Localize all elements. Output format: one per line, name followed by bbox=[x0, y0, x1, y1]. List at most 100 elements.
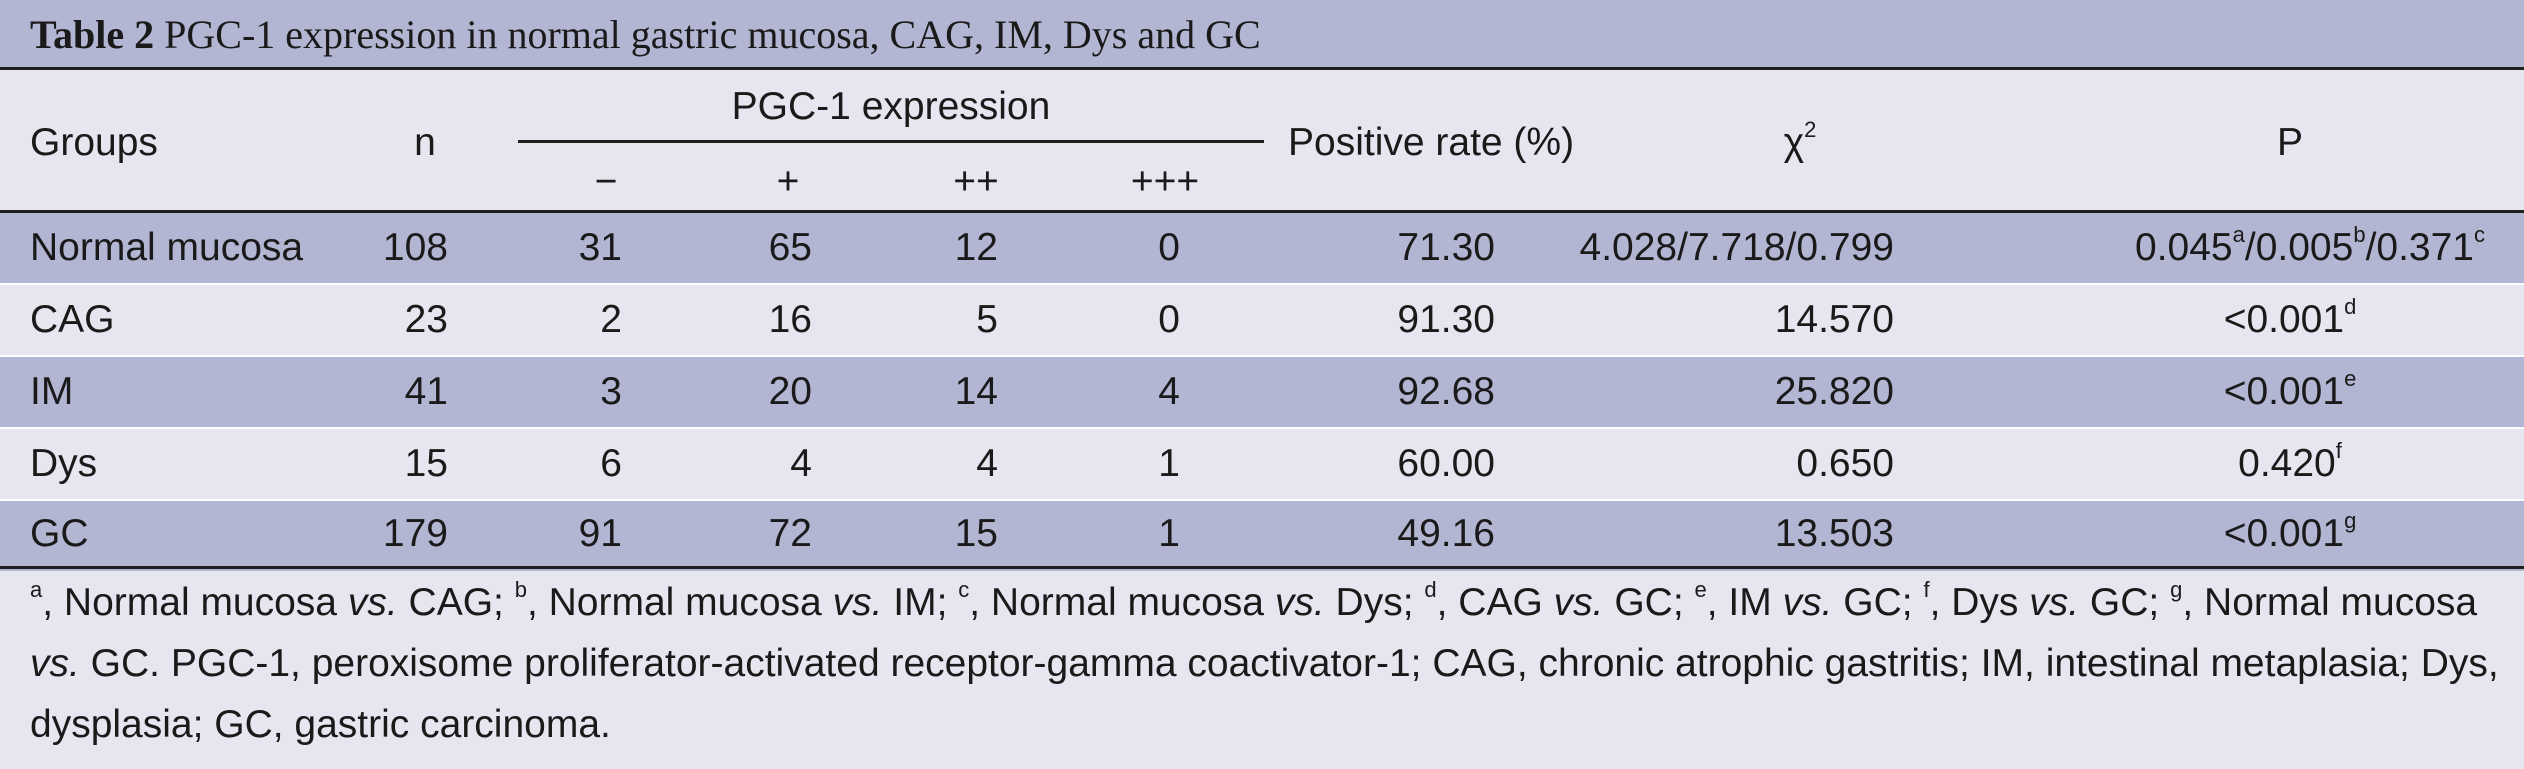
cell-p: <0.001d bbox=[2180, 296, 2400, 342]
footnote-text: Dys; bbox=[1324, 581, 1425, 624]
footnote-vs: vs. bbox=[1553, 581, 1604, 624]
header-p: P bbox=[2276, 121, 2303, 164]
cell-plus: 72 bbox=[768, 512, 812, 555]
cell-minus: 6 bbox=[600, 442, 622, 485]
cell-group: Normal mucosa bbox=[30, 226, 304, 269]
footnote-marker: e bbox=[2344, 366, 2357, 391]
footnote-vs: vs. bbox=[30, 642, 80, 685]
footnote-marker: g bbox=[2170, 577, 2183, 602]
header-positive-rate: Positive rate (%) bbox=[1288, 121, 1575, 164]
footnote-text: GC; bbox=[1832, 581, 1924, 624]
cell-plus: 16 bbox=[768, 298, 812, 341]
header-expression: PGC-1 expression bbox=[731, 85, 1051, 128]
cell-n: 108 bbox=[382, 226, 448, 269]
cell-chi: 13.503 bbox=[1774, 512, 1894, 555]
cell-n: 41 bbox=[404, 370, 448, 413]
row-divider bbox=[0, 499, 2524, 501]
cell-minus: 3 bbox=[600, 370, 622, 413]
cell-minus: 31 bbox=[578, 226, 622, 269]
footnote-text: GC; bbox=[2079, 581, 2171, 624]
cell-chi: 0.650 bbox=[1796, 442, 1894, 485]
cell-rate: 92.68 bbox=[1397, 370, 1495, 413]
cell-plus3: 0 bbox=[1158, 226, 1180, 269]
cell-group: CAG bbox=[30, 298, 115, 341]
footnote-marker: b bbox=[514, 577, 527, 602]
cell-plus2: 4 bbox=[976, 442, 998, 485]
cell-rate: 49.16 bbox=[1397, 512, 1495, 555]
footnote-marker: a bbox=[30, 577, 43, 602]
table-row: GC 179 91 72 15 1 49.16 13.503 <0.001g bbox=[0, 501, 2524, 571]
cell-plus3: 4 bbox=[1158, 370, 1180, 413]
row-divider bbox=[0, 427, 2524, 429]
footnote-vs: vs. bbox=[1782, 581, 1833, 624]
header-rule bbox=[0, 210, 2524, 213]
footnote-text: , Normal mucosa bbox=[969, 581, 1275, 624]
cell-plus: 20 bbox=[768, 370, 812, 413]
table-label: Table 2 bbox=[30, 12, 155, 57]
cell-rate: 91.30 bbox=[1397, 298, 1495, 341]
footnote-text: , Normal mucosa bbox=[526, 581, 833, 624]
cell-p: <0.001e bbox=[2180, 368, 2400, 414]
cell-p: 0.045a/0.005b/0.371c bbox=[2040, 224, 2485, 270]
cell-rate: 60.00 bbox=[1397, 442, 1495, 485]
footnote-marker: f bbox=[2335, 438, 2342, 463]
table-row: IM 41 3 20 14 4 92.68 25.820 <0.001e bbox=[0, 357, 2524, 427]
table-row: CAG 23 2 16 5 0 91.30 14.570 <0.001d bbox=[0, 285, 2524, 355]
footnote-text: , Normal mucosa bbox=[2182, 581, 2478, 624]
table-row: Normal mucosa 108 31 65 12 0 71.30 4.028… bbox=[0, 213, 2524, 283]
cell-minus: 2 bbox=[600, 298, 622, 341]
cell-plus3: 1 bbox=[1158, 512, 1180, 555]
cell-n: 179 bbox=[382, 512, 448, 555]
header-plus2: ++ bbox=[953, 160, 999, 203]
cell-p: 0.420f bbox=[2180, 440, 2400, 486]
cell-plus2: 5 bbox=[976, 298, 998, 341]
p-value: <0.001 bbox=[2223, 298, 2345, 341]
footnote-marker: e bbox=[1694, 577, 1707, 602]
footnote-text: , Normal mucosa bbox=[42, 581, 348, 624]
p-value: <0.001 bbox=[2223, 370, 2345, 413]
footnote-text: GC; bbox=[1603, 581, 1695, 624]
cell-plus2: 12 bbox=[954, 226, 998, 269]
header-plus: + bbox=[776, 160, 800, 203]
footnote-marker: d bbox=[2344, 294, 2357, 319]
table-row: Dys 15 6 4 4 1 60.00 0.650 0.420f bbox=[0, 429, 2524, 499]
p-value: 0.045 bbox=[2135, 226, 2233, 269]
table-bottom-rule bbox=[0, 566, 2524, 569]
p-value: /0.005 bbox=[2244, 226, 2354, 269]
chi-exponent: 2 bbox=[1804, 117, 1817, 142]
cell-chi: 25.820 bbox=[1774, 370, 1894, 413]
cell-plus3: 1 bbox=[1158, 442, 1180, 485]
cell-n: 15 bbox=[404, 442, 448, 485]
cell-n: 23 bbox=[404, 298, 448, 341]
p-value: /0.371 bbox=[2365, 226, 2474, 269]
row-divider bbox=[0, 283, 2524, 285]
footnote-text: IM; bbox=[882, 581, 959, 624]
footnote-text: GC. PGC-1, peroxisome proliferator-activ… bbox=[30, 642, 2499, 746]
cell-group: Dys bbox=[30, 442, 98, 485]
p-value: 0.420 bbox=[2238, 442, 2336, 485]
cell-group: GC bbox=[30, 512, 89, 555]
header-chi-square: χ2 bbox=[1740, 119, 1860, 165]
cell-group: IM bbox=[30, 370, 74, 413]
header-groups: Groups bbox=[30, 121, 158, 164]
footnote-text: , Dys bbox=[1929, 581, 2030, 624]
chi-symbol: χ bbox=[1783, 121, 1805, 164]
footnote-marker: a bbox=[2232, 222, 2245, 247]
cell-rate: 71.30 bbox=[1397, 226, 1495, 269]
p-value: <0.001 bbox=[2223, 512, 2345, 555]
table-title: PGC-1 expression in normal gastric mucos… bbox=[164, 12, 1261, 57]
cell-plus2: 14 bbox=[954, 370, 998, 413]
footnote-vs: vs. bbox=[347, 581, 398, 624]
footnote-marker: g bbox=[2344, 508, 2357, 533]
row-divider bbox=[0, 355, 2524, 357]
footnote-marker: b bbox=[2353, 222, 2366, 247]
cell-chi: 4.028/7.718/0.799 bbox=[1579, 226, 1894, 269]
footnote-text: CAG; bbox=[397, 581, 515, 624]
cell-minus: 91 bbox=[578, 512, 622, 555]
footnote-marker: c bbox=[2474, 222, 2485, 247]
table-footnote: a, Normal mucosa vs. CAG; b, Normal muco… bbox=[30, 572, 2500, 755]
footnote-vs: vs. bbox=[1274, 581, 1325, 624]
expression-underline bbox=[518, 140, 1264, 143]
header-n: n bbox=[414, 121, 436, 164]
footnote-marker: c bbox=[958, 577, 970, 602]
